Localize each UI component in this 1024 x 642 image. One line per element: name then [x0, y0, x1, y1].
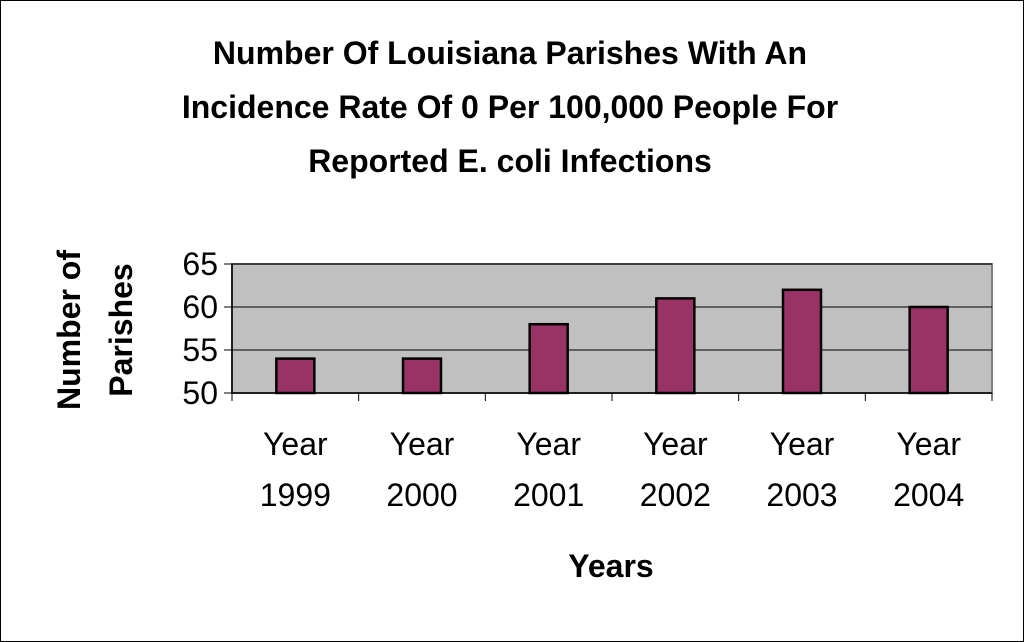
- chart-title: Number Of Louisiana Parishes With An Inc…: [60, 26, 960, 188]
- plot-area: 50 55 60 65 Year 1999 Year 2000 Year 2001 Year 2002…: [182, 246, 993, 513]
- x-axis-label: Years: [568, 548, 653, 584]
- x-tick-label: Year: [516, 426, 581, 462]
- x-tick-label: Year: [770, 426, 835, 462]
- y-axis-label-line: Number of: [51, 250, 87, 410]
- x-tick-label: 2002: [640, 477, 711, 513]
- bar: [528, 322, 569, 395]
- x-tick-label: 2001: [513, 477, 584, 513]
- bar: [908, 305, 949, 395]
- y-axis-label: Number of Parishes: [51, 250, 139, 410]
- bar: [275, 357, 316, 395]
- x-tick-label: 2003: [766, 477, 837, 513]
- x-axis-label-text: Years: [568, 548, 653, 584]
- x-tick-label: Year: [390, 426, 455, 462]
- x-tick-label: 2000: [386, 477, 457, 513]
- bar: [781, 288, 823, 395]
- bar: [401, 357, 443, 395]
- y-axis-label-line: Parishes: [103, 263, 139, 396]
- x-tick-label: 1999: [260, 477, 331, 513]
- y-tick-label: 65: [182, 246, 218, 282]
- x-tick-label: 2004: [893, 477, 964, 513]
- y-tick-label: 55: [182, 332, 218, 368]
- chart-title-line: Number Of Louisiana Parishes With An: [212, 35, 808, 71]
- plot-background: [231, 263, 993, 394]
- x-tick-label: Year: [896, 426, 961, 462]
- chart-title-line: Incidence Rate Of 0 Per 100,000 People F…: [181, 89, 839, 125]
- chart-title-line: Reported E. coli Infections: [308, 143, 712, 179]
- x-tick-label: Year: [263, 426, 328, 462]
- y-tick-label: 50: [182, 375, 218, 411]
- x-tick-label: Year: [643, 426, 708, 462]
- y-tick-label: 60: [182, 289, 218, 325]
- bar: [655, 297, 696, 395]
